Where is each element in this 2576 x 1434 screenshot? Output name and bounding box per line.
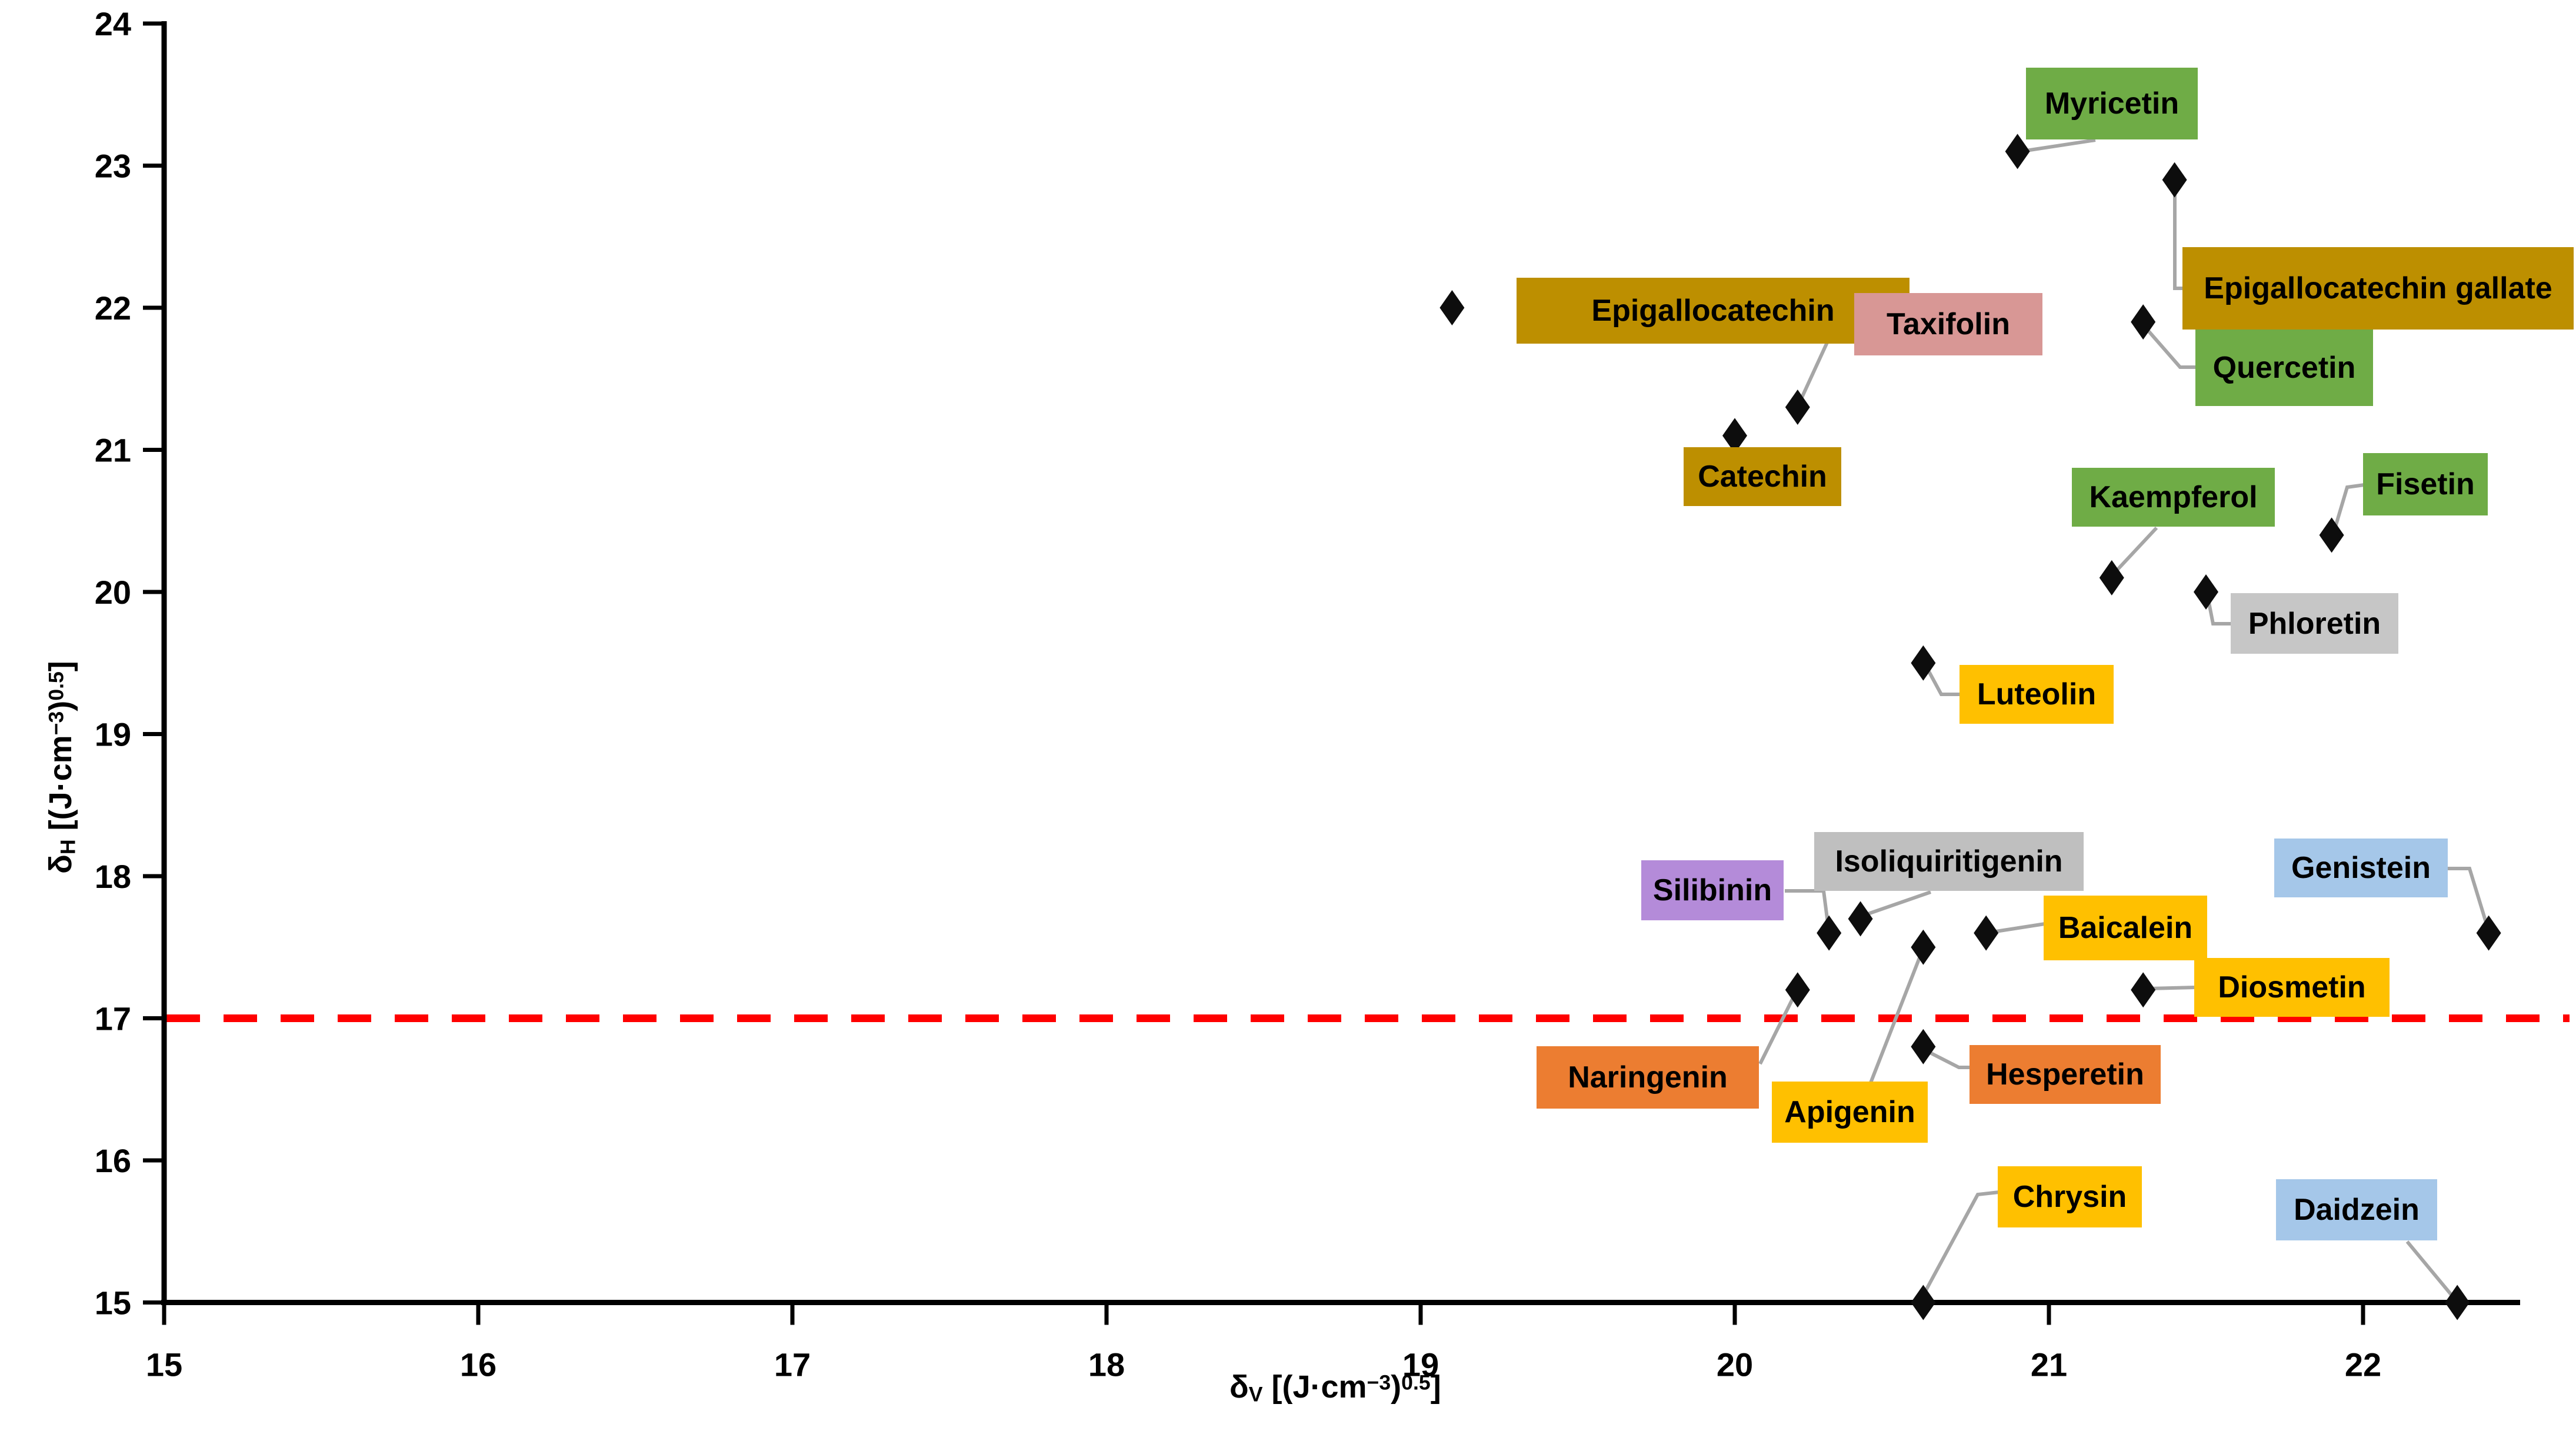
point-marker-apigenin	[1911, 929, 1936, 965]
point-marker-chrysin	[1911, 1285, 1936, 1320]
point-label-hesperetin: Hesperetin	[1970, 1045, 2161, 1104]
point-label-myricetin: Myricetin	[2026, 68, 2198, 139]
point-label-quercetin: Quercetin	[2195, 330, 2373, 406]
leader-line-luteolin	[1924, 665, 1961, 696]
point-label-baicalein: Baicalein	[2044, 896, 2207, 960]
y-axis-title: δH [(J·cm−3)0.5]	[42, 661, 80, 874]
y-tick-label: 22	[95, 290, 131, 327]
leader-line-naringenin	[1758, 994, 1796, 1065]
leader-line-kaempferol	[2112, 526, 2158, 575]
leader-line-apigenin	[1869, 952, 1923, 1084]
point-marker-taxifolin	[1785, 390, 1810, 425]
x-tick-label: 20	[1717, 1346, 1753, 1383]
point-marker-isoliquiritigenin	[1848, 901, 1873, 937]
point-marker-epigallocatechin-gallate	[2162, 162, 2187, 198]
y-tick-label: 15	[95, 1285, 131, 1322]
x-tick-label: 15	[146, 1346, 182, 1383]
point-marker-myricetin	[2005, 134, 2030, 169]
point-marker-genistein	[2476, 915, 2501, 951]
point-label-diosmetin: Diosmetin	[2194, 958, 2390, 1017]
y-tick-label: 18	[95, 858, 131, 895]
leader-line-epigallocatechin-gallate	[2173, 188, 2184, 290]
point-label-epigallocatechin-gallate: Epigallocatechin gallate	[2182, 247, 2574, 330]
leader-line-myricetin	[2025, 138, 2096, 152]
point-label-daidzein: Daidzein	[2276, 1179, 2437, 1240]
point-marker-baicalein	[1974, 915, 1999, 951]
y-tick-label: 23	[95, 148, 131, 185]
leader-line-fisetin	[2332, 483, 2365, 531]
point-marker-kaempferol	[2099, 560, 2124, 595]
leader-line-baicalein	[1991, 922, 2045, 934]
leader-line-genistein	[2448, 867, 2489, 927]
point-label-chrysin: Chrysin	[1998, 1166, 2142, 1227]
point-marker-epigallocatechin	[1439, 290, 1465, 325]
point-label-genistein: Genistein	[2274, 839, 2448, 897]
point-label-fisetin: Fisetin	[2363, 453, 2488, 515]
point-label-catechin: Catechin	[1684, 447, 1841, 506]
leader-line-hesperetin	[1925, 1049, 1971, 1069]
point-marker-fisetin	[2319, 517, 2344, 553]
leader-line-phloretin	[2206, 596, 2232, 625]
point-label-kaempferol: Kaempferol	[2072, 468, 2275, 527]
y-tick-label: 17	[95, 1000, 131, 1037]
point-label-apigenin: Apigenin	[1772, 1082, 1928, 1143]
x-axis-title: δV [(J·cm−3)0.5]	[1229, 1369, 1441, 1406]
point-marker-catechin	[1722, 418, 1747, 454]
x-tick-label: 21	[2031, 1346, 2067, 1383]
point-marker-diosmetin	[2131, 972, 2156, 1008]
x-tick-label: 19	[1402, 1346, 1439, 1383]
leader-line-chrysin	[1922, 1190, 2000, 1296]
point-label-isoliquiritigenin: Isoliquiritigenin	[1814, 832, 2084, 891]
point-marker-luteolin	[1911, 645, 1936, 681]
point-marker-phloretin	[2194, 574, 2218, 610]
x-tick-label: 22	[2345, 1346, 2381, 1383]
point-label-taxifolin: Taxifolin	[1854, 293, 2042, 355]
leader-line-silibinin	[1785, 889, 1830, 928]
leader-line-isoliquiritigenin	[1862, 890, 1931, 917]
point-label-naringenin: Naringenin	[1537, 1046, 1759, 1109]
point-marker-naringenin	[1785, 972, 1810, 1008]
x-tick-label: 18	[1088, 1346, 1125, 1383]
x-tick-label: 17	[774, 1346, 811, 1383]
point-label-epigallocatechin: Epigallocatechin	[1517, 278, 1909, 344]
leader-line-diosmetin	[2148, 986, 2196, 990]
point-marker-hesperetin	[1911, 1029, 1936, 1064]
y-tick-label: 24	[95, 5, 131, 42]
y-tick-label: 19	[95, 716, 131, 753]
point-label-luteolin: Luteolin	[1960, 665, 2114, 724]
point-marker-silibinin	[1817, 915, 1842, 951]
y-tick-label: 21	[95, 432, 131, 469]
leader-line-quercetin	[2145, 328, 2197, 369]
y-tick-label: 16	[95, 1142, 131, 1179]
leader-line-daidzein	[2405, 1240, 2455, 1298]
point-label-silibinin: Silibinin	[1641, 860, 1784, 920]
point-marker-daidzein	[2445, 1285, 2470, 1320]
point-marker-quercetin	[2131, 304, 2156, 340]
y-tick-label: 20	[95, 574, 131, 611]
point-label-phloretin: Phloretin	[2231, 593, 2398, 654]
x-tick-label: 16	[460, 1346, 496, 1383]
